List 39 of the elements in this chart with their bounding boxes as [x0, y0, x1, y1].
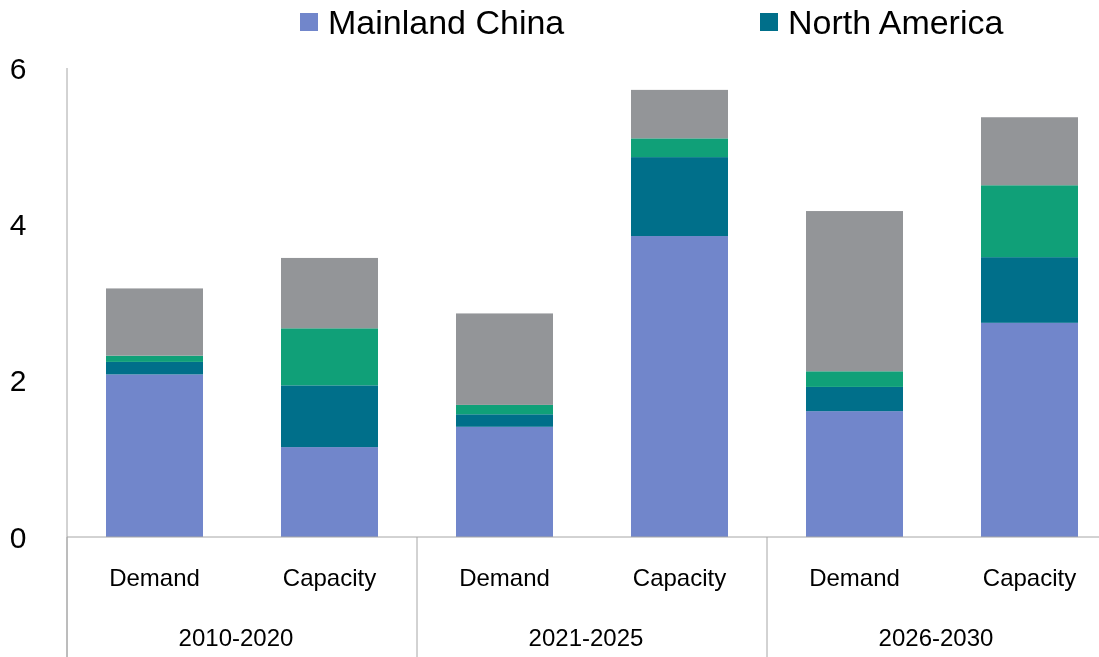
- y-tick-label: 6: [9, 51, 27, 85]
- bar: [631, 157, 728, 237]
- bar: [981, 117, 1078, 186]
- legend-label: Mainland China: [328, 2, 565, 41]
- bar: [106, 374, 203, 537]
- bar: [981, 257, 1078, 323]
- bar: [106, 355, 203, 362]
- bar: [631, 89, 728, 139]
- bar: [106, 288, 203, 356]
- bar: [806, 371, 903, 387]
- x-tick-label: Capacity: [282, 564, 377, 591]
- x-tick-label: Demand: [459, 564, 550, 591]
- x-tick-label: Demand: [809, 564, 900, 591]
- bar: [631, 138, 728, 158]
- bar: [106, 361, 203, 375]
- bar: [981, 322, 1078, 537]
- bar: [981, 185, 1078, 258]
- bar: [456, 414, 553, 427]
- y-tick-label: 2: [9, 364, 27, 398]
- bar: [281, 328, 378, 386]
- bar: [456, 426, 553, 537]
- bar: [281, 447, 378, 537]
- text: 2026-2030: [878, 624, 994, 651]
- bar: [456, 313, 553, 405]
- y-tick-label: 4: [9, 207, 27, 241]
- x-tick-label: Capacity: [982, 564, 1077, 591]
- bar: [806, 411, 903, 537]
- bar: [806, 211, 903, 372]
- bar: [806, 386, 903, 412]
- x-tick-label: Demand: [109, 564, 200, 591]
- bar: [281, 385, 378, 448]
- legend-label: North America: [788, 2, 1004, 41]
- x-tick-label: Capacity: [632, 564, 727, 591]
- bar: [631, 236, 728, 537]
- bar: [456, 404, 553, 415]
- text: 2010-2020: [178, 624, 294, 651]
- text: 2021-2025: [528, 624, 644, 651]
- bar: [281, 257, 378, 329]
- y-tick-label: 0: [9, 520, 27, 554]
